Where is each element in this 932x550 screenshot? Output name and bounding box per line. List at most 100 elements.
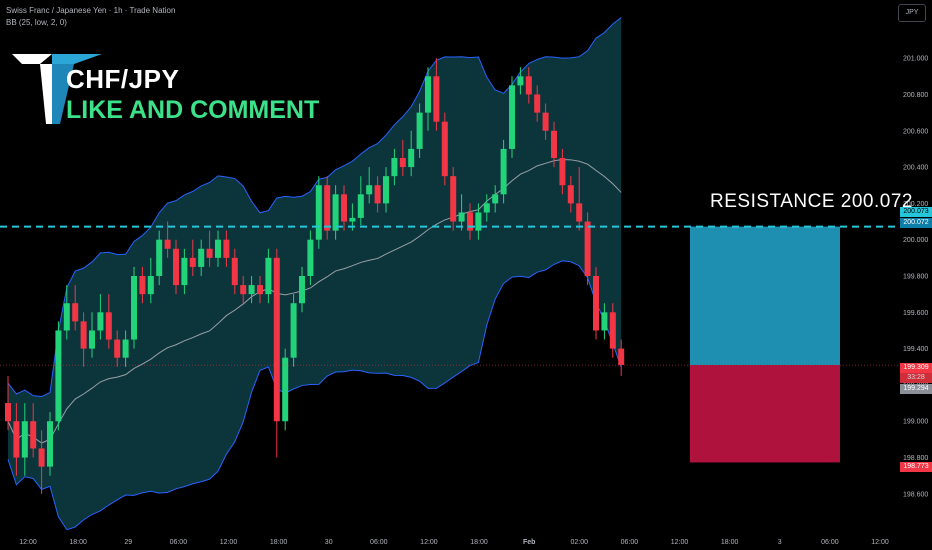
candle-body xyxy=(458,212,465,222)
candle-body xyxy=(408,148,415,168)
band-lower-line xyxy=(7,260,622,531)
candle-body xyxy=(525,76,532,95)
candle-body xyxy=(416,112,423,149)
price-tick-label: 199.000 xyxy=(903,419,928,426)
candle-body xyxy=(122,339,129,358)
candle-body xyxy=(534,94,541,113)
candle-body xyxy=(30,421,37,449)
candle-body xyxy=(517,76,524,86)
candle-body xyxy=(509,85,515,149)
candle-body xyxy=(139,276,146,295)
candle-body xyxy=(13,421,20,458)
candle-body xyxy=(206,248,213,258)
price-tick-label: 198.600 xyxy=(903,491,928,498)
candle-body xyxy=(374,185,381,204)
levels xyxy=(0,225,900,366)
last-price-tag: 199.309 xyxy=(900,363,932,373)
candle-body xyxy=(290,303,297,358)
time-tick-label: 02:00 xyxy=(571,539,589,546)
candle-body xyxy=(240,285,247,295)
candle-body xyxy=(584,221,591,276)
bb-lower-tag: 199.294 xyxy=(900,384,932,394)
candle-body xyxy=(467,212,473,231)
candle-body xyxy=(114,339,121,358)
price-tick-label: 200.200 xyxy=(903,201,928,208)
time-tick-label: 18:00 xyxy=(270,539,288,546)
time-tick-label: 12:00 xyxy=(671,539,689,546)
candle-body xyxy=(391,158,398,177)
brand-logo xyxy=(12,54,102,124)
currency-button[interactable]: JPY xyxy=(898,4,926,22)
lower-zone xyxy=(690,365,840,463)
candle-body xyxy=(383,176,389,204)
band-basis-line xyxy=(7,158,622,444)
candle-body xyxy=(105,312,112,340)
candle-body xyxy=(567,185,574,204)
candle-body xyxy=(307,239,314,276)
candle-body xyxy=(38,448,45,467)
price-tick-label: 200.400 xyxy=(903,165,928,172)
candle-body xyxy=(399,158,406,168)
price-tick-label: 200.000 xyxy=(903,237,928,244)
price-tick-label: 201.000 xyxy=(903,56,928,63)
candle-body xyxy=(483,203,490,213)
price-tick-label: 199.600 xyxy=(903,310,928,317)
band-fill xyxy=(8,17,622,530)
indicator-legend[interactable]: BB (25, low, 2, 0) xyxy=(6,18,67,27)
candle-body xyxy=(366,185,373,195)
candle-body xyxy=(257,285,263,295)
time-tick-label: 12:00 xyxy=(19,539,37,546)
time-tick-label: 12:00 xyxy=(420,539,438,546)
time-tick-label: 3 xyxy=(778,539,782,546)
candle-body xyxy=(198,248,205,267)
resistance-tag-a: 200.073 xyxy=(900,207,932,217)
upper-zone xyxy=(690,226,840,366)
price-tick-label: 200.800 xyxy=(903,92,928,99)
time-tick-label: 18:00 xyxy=(470,539,488,546)
price-tick-label: 200.600 xyxy=(903,128,928,135)
candle-body xyxy=(441,121,448,177)
time-tick-label: 29 xyxy=(124,539,132,546)
candle-body xyxy=(450,176,457,222)
candle-body xyxy=(265,257,272,295)
candle-body xyxy=(593,276,599,331)
candle-body xyxy=(475,212,482,231)
candle-body xyxy=(299,276,305,304)
candle-body xyxy=(80,321,87,349)
candle-body xyxy=(492,194,499,204)
time-tick-label: 18:00 xyxy=(69,539,87,546)
candle-body xyxy=(164,239,171,249)
candle-body xyxy=(618,348,625,365)
target-tag: 198.773 xyxy=(900,462,932,472)
candle-body xyxy=(433,76,440,122)
pair-title: CHF/JPY xyxy=(66,64,180,94)
price-tick-label: 199.400 xyxy=(903,346,928,353)
candle-body xyxy=(89,330,95,349)
time-axis[interactable]: 12:00 18:00 29 06:00 12:00 18:00 30 06:00 12:00 1… xyxy=(19,539,889,546)
candle-body xyxy=(500,148,507,195)
time-tick-label: 18:00 xyxy=(721,539,739,546)
candle-body xyxy=(131,276,137,340)
time-tick-label: 06:00 xyxy=(821,539,839,546)
candle-body xyxy=(173,248,179,286)
candle-body xyxy=(72,303,79,322)
candle-body xyxy=(341,194,347,222)
time-tick-label: Feb xyxy=(523,539,535,546)
candle-body xyxy=(349,217,356,222)
candle-body xyxy=(273,257,280,422)
time-tick-label: 30 xyxy=(325,539,333,546)
candle-body xyxy=(324,185,331,231)
time-tick-label: 12:00 xyxy=(871,539,889,546)
candle-body xyxy=(223,239,230,258)
price-tick-label: 199.800 xyxy=(903,274,928,281)
candle-body xyxy=(609,312,616,349)
time-tick-label: 06:00 xyxy=(370,539,388,546)
time-tick-label: 06:00 xyxy=(621,539,639,546)
time-tick-label: 12:00 xyxy=(220,539,238,546)
candle-body xyxy=(147,276,154,295)
candle-body xyxy=(5,403,11,422)
price-tick-label: 198.800 xyxy=(903,455,928,462)
candle-body xyxy=(542,112,549,131)
candle-body xyxy=(551,130,557,158)
